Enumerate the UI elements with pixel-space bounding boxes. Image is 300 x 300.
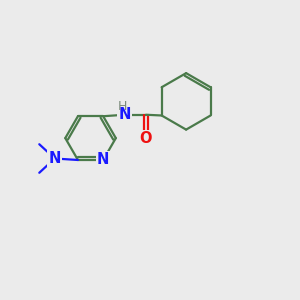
Text: N: N: [49, 151, 61, 166]
Text: O: O: [140, 131, 152, 146]
Text: N: N: [118, 107, 131, 122]
Text: H: H: [118, 100, 127, 113]
Text: N: N: [97, 152, 110, 167]
